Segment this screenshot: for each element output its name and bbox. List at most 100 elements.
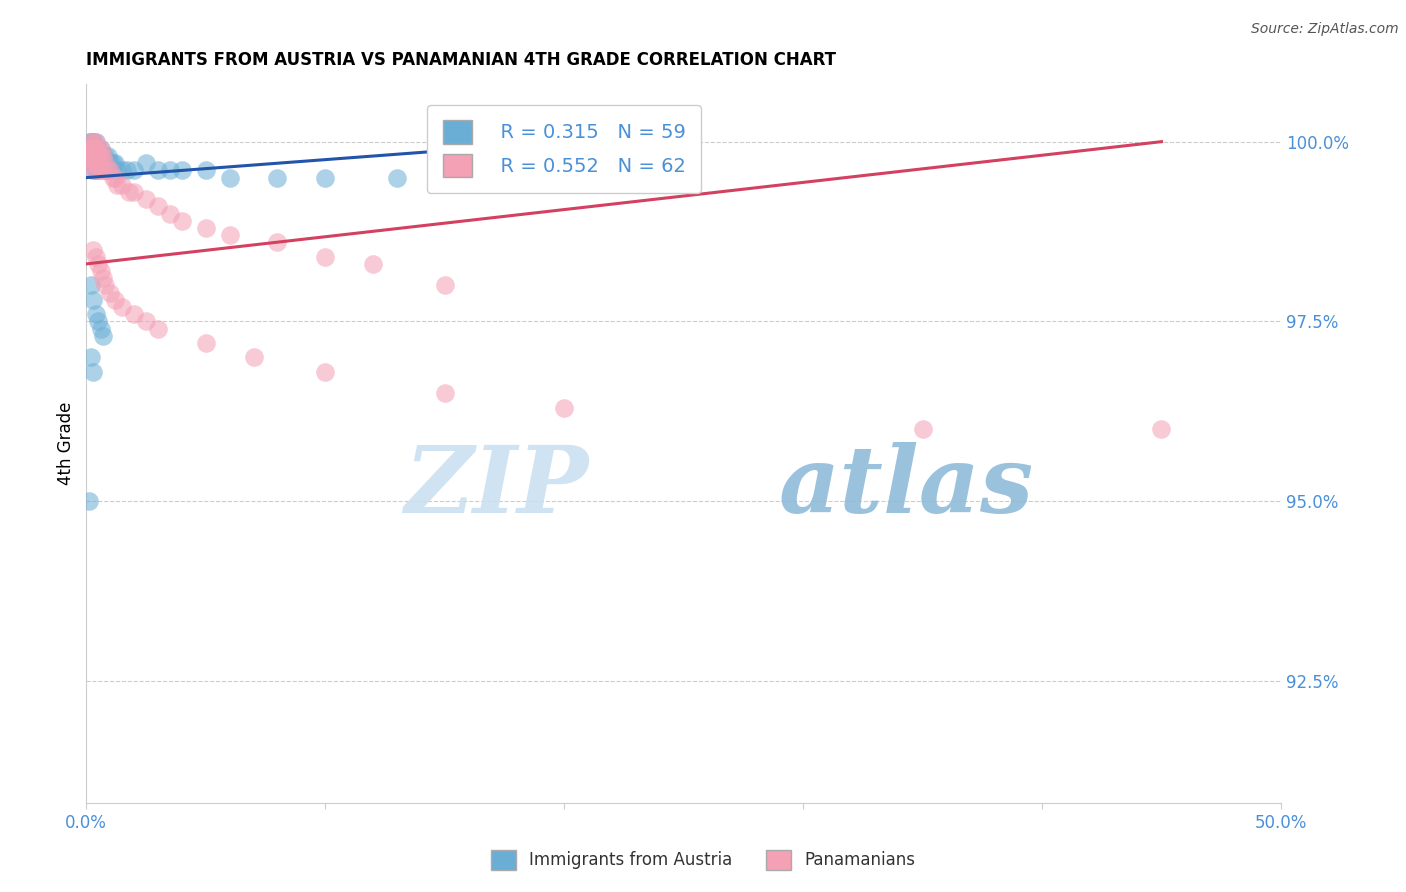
Point xyxy=(194,221,217,235)
Legend: Immigrants from Austria, Panamanians: Immigrants from Austria, Panamanians xyxy=(484,843,922,877)
Point xyxy=(82,293,104,307)
Point xyxy=(84,142,107,156)
Point xyxy=(94,156,117,170)
Point xyxy=(135,192,157,206)
Point xyxy=(80,142,103,156)
Point xyxy=(84,135,107,149)
Point xyxy=(111,163,134,178)
Point xyxy=(314,170,336,185)
Point xyxy=(101,170,124,185)
Point xyxy=(77,142,100,156)
Point xyxy=(87,149,110,163)
Point xyxy=(98,285,121,300)
Point xyxy=(97,149,120,163)
Point xyxy=(104,170,127,185)
Point xyxy=(194,336,217,351)
Point xyxy=(87,163,110,178)
Y-axis label: 4th Grade: 4th Grade xyxy=(58,402,75,485)
Point xyxy=(90,149,112,163)
Point xyxy=(91,328,114,343)
Point xyxy=(84,149,107,163)
Point xyxy=(82,156,104,170)
Point xyxy=(146,199,169,213)
Point xyxy=(97,163,120,178)
Point xyxy=(105,178,128,192)
Point xyxy=(122,185,145,199)
Point xyxy=(159,163,181,178)
Point xyxy=(84,307,107,321)
Point xyxy=(135,156,157,170)
Point xyxy=(82,163,104,178)
Point xyxy=(433,386,456,401)
Point xyxy=(90,321,112,335)
Point xyxy=(266,170,288,185)
Point xyxy=(80,156,103,170)
Point xyxy=(101,156,124,170)
Text: atlas: atlas xyxy=(779,442,1035,532)
Point xyxy=(218,170,240,185)
Point xyxy=(105,163,128,178)
Point xyxy=(553,401,575,415)
Point xyxy=(87,142,110,156)
Point xyxy=(87,156,110,170)
Point xyxy=(314,250,336,264)
Point xyxy=(457,170,479,185)
Point xyxy=(90,142,112,156)
Point xyxy=(115,163,138,178)
Point xyxy=(242,351,264,365)
Point xyxy=(91,156,114,170)
Point xyxy=(77,494,100,508)
Point xyxy=(94,278,117,293)
Point xyxy=(385,170,408,185)
Point xyxy=(82,365,104,379)
Point xyxy=(87,149,110,163)
Point xyxy=(80,135,103,149)
Point xyxy=(122,163,145,178)
Point xyxy=(87,156,110,170)
Point xyxy=(82,135,104,149)
Point xyxy=(84,149,107,163)
Point xyxy=(98,156,121,170)
Point xyxy=(87,314,110,328)
Point xyxy=(87,163,110,178)
Point xyxy=(94,163,117,178)
Point xyxy=(104,293,127,307)
Point xyxy=(361,257,384,271)
Point xyxy=(84,156,107,170)
Point xyxy=(122,307,145,321)
Point xyxy=(82,149,104,163)
Point xyxy=(80,156,103,170)
Point xyxy=(90,142,112,156)
Point xyxy=(266,235,288,250)
Point xyxy=(84,142,107,156)
Point xyxy=(84,250,107,264)
Point xyxy=(91,163,114,178)
Point xyxy=(90,264,112,278)
Point xyxy=(433,278,456,293)
Point xyxy=(146,321,169,335)
Point xyxy=(91,149,114,163)
Point xyxy=(77,135,100,149)
Point xyxy=(82,156,104,170)
Point xyxy=(80,149,103,163)
Point xyxy=(111,178,134,192)
Point xyxy=(104,156,127,170)
Point xyxy=(90,149,112,163)
Point xyxy=(87,257,110,271)
Text: IMMIGRANTS FROM AUSTRIA VS PANAMANIAN 4TH GRADE CORRELATION CHART: IMMIGRANTS FROM AUSTRIA VS PANAMANIAN 4T… xyxy=(86,51,837,69)
Point xyxy=(1150,422,1173,436)
Point xyxy=(84,163,107,178)
Point xyxy=(91,149,114,163)
Point xyxy=(90,156,112,170)
Point xyxy=(170,213,193,227)
Text: ZIP: ZIP xyxy=(404,442,588,532)
Point xyxy=(94,149,117,163)
Point xyxy=(111,300,134,314)
Text: Source: ZipAtlas.com: Source: ZipAtlas.com xyxy=(1251,22,1399,37)
Point xyxy=(84,156,107,170)
Point xyxy=(98,163,121,178)
Point xyxy=(82,149,104,163)
Legend:   R = 0.315   N = 59,   R = 0.552   N = 62: R = 0.315 N = 59, R = 0.552 N = 62 xyxy=(427,104,702,193)
Point xyxy=(170,163,193,178)
Point xyxy=(194,163,217,178)
